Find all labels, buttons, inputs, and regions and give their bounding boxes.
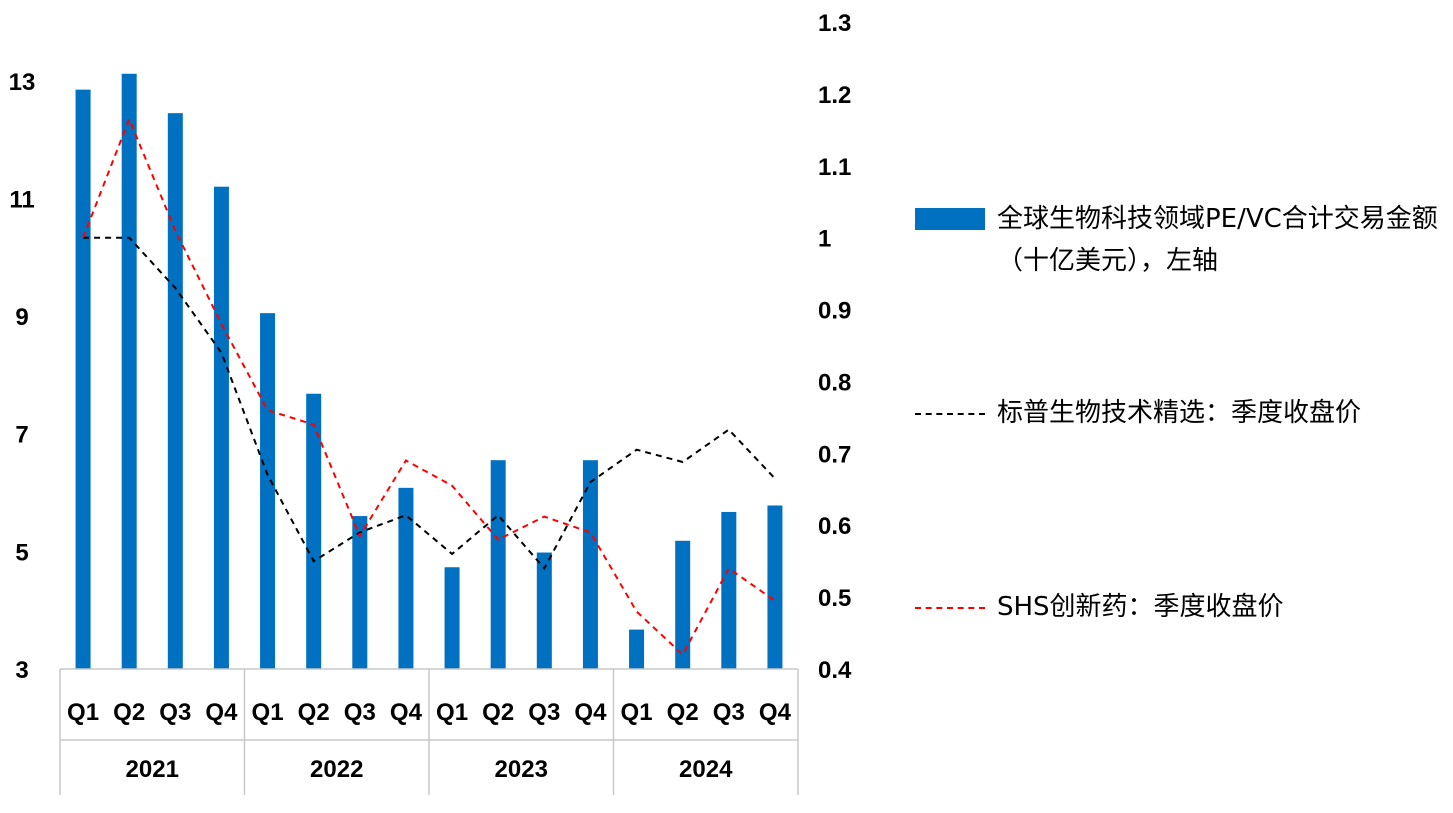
x-axis: Q1 Q2 Q3 Q4 Q1 Q2 Q3 Q4 Q1 Q2 Q3 Q4 Q1 Q2 Q3 Q4 2021 2022… (59, 668, 799, 795)
right-tick-label: 0.6 (818, 513, 851, 540)
legend-swatch-bar (915, 208, 985, 230)
bar-14 (721, 511, 737, 669)
x-tick-label: Q3 (713, 699, 745, 726)
bar-13 (675, 540, 691, 669)
right-axis-ticks: 0.4 0.5 0.6 0.7 0.8 0.9 1 1.1 1.2 1.3 (818, 10, 852, 684)
bar-2 (167, 113, 183, 669)
x-tick-label: Q4 (574, 699, 607, 726)
left-axis-ticks: 3 5 7 9 11 13 (9, 69, 36, 684)
bar-0 (75, 89, 91, 669)
left-tick-label: 9 (15, 304, 28, 331)
x-group-label: 2021 (126, 756, 179, 783)
right-tick-label: 1 (818, 226, 831, 253)
x-tick-label: Q3 (528, 699, 560, 726)
x-tick-label: Q3 (344, 699, 376, 726)
legend-line-red: SHS创新药：季度收盘价 (915, 586, 1445, 628)
legend-item-bar: 全球生物科技领域PE/VC合计交易金额（十亿美元），左轴 (915, 198, 1445, 282)
right-tick-label: 1.2 (818, 82, 851, 109)
x-group-label: 2023 (495, 756, 548, 783)
left-tick-label: 13 (9, 69, 36, 96)
bar-11 (582, 460, 598, 669)
bar-7 (398, 487, 414, 669)
legend-label-shs: SHS创新药：季度收盘价 (997, 592, 1284, 622)
right-tick-label: 1.3 (818, 10, 851, 37)
line-shs-innovative-drug (82, 116, 776, 657)
x-tick-label: Q4 (390, 699, 423, 726)
legend-line-black: 标普生物技术精选：季度收盘价 (915, 392, 1445, 434)
x-tick-label: Q3 (159, 699, 191, 726)
left-tick-label: 5 (15, 539, 28, 566)
right-tick-label: 0.9 (818, 298, 851, 325)
x-tick-label: Q1 (436, 699, 468, 726)
legend: 全球生物科技领域PE/VC合计交易金额（十亿美元），左轴 (915, 198, 1445, 282)
legend-label-sp-biotech: 标普生物技术精选：季度收盘价 (997, 398, 1362, 428)
legend-label-bar: 全球生物科技领域PE/VC合计交易金额（十亿美元），左轴 (997, 204, 1438, 276)
x-group-label: 2024 (679, 756, 733, 783)
left-tick-label: 7 (15, 422, 28, 449)
bar-1 (121, 73, 137, 669)
bar-6 (352, 516, 368, 669)
bar-4 (260, 313, 276, 669)
bar-series (75, 73, 783, 669)
left-tick-label: 3 (15, 657, 28, 684)
right-tick-label: 1.1 (818, 154, 851, 181)
x-tick-label: Q2 (298, 699, 330, 726)
x-tick-label: Q1 (621, 699, 653, 726)
line-sp-biotech (83, 236, 776, 571)
x-tick-label: Q4 (205, 699, 238, 726)
x-tick-label: Q1 (67, 699, 99, 726)
bar-10 (536, 552, 552, 669)
bar-12 (629, 629, 645, 669)
bar-9 (490, 460, 506, 669)
right-tick-label: 0.7 (818, 441, 851, 468)
line-series (82, 116, 776, 657)
legend-item-shs: SHS创新药：季度收盘价 (915, 586, 1445, 628)
right-tick-label: 0.5 (818, 585, 851, 612)
bar-8 (444, 567, 460, 669)
left-tick-label: 11 (9, 186, 34, 213)
x-tick-label: Q2 (667, 699, 699, 726)
x-tick-label: Q1 (252, 699, 284, 726)
legend-item-sp-biotech: 标普生物技术精选：季度收盘价 (915, 392, 1445, 434)
bar-3 (213, 186, 229, 669)
legend-swatch-black-dashed (915, 413, 985, 415)
x-tick-label: Q2 (482, 699, 514, 726)
right-tick-label: 0.8 (818, 369, 851, 396)
bar-5 (306, 393, 322, 669)
right-tick-label: 0.4 (818, 657, 852, 684)
x-tick-label: Q4 (759, 699, 792, 726)
legend-swatch-red-dashed (915, 607, 985, 609)
bar-15 (767, 505, 783, 669)
x-tick-label: Q2 (113, 699, 145, 726)
x-group-label: 2022 (310, 756, 363, 783)
